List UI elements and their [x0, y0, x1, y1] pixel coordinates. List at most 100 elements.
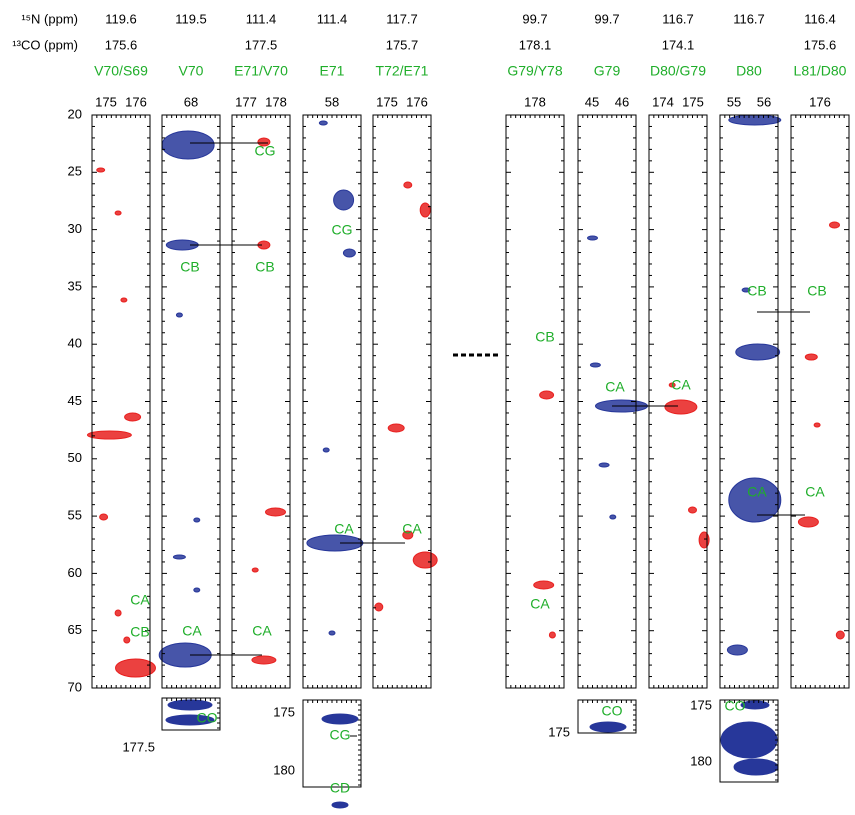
peak-contour [735, 343, 781, 361]
peak-contour [741, 287, 751, 293]
peak-contour [251, 567, 259, 573]
co-shift: 175.6 [105, 37, 138, 52]
strip-label: D80 [736, 63, 762, 79]
strip-label: L81/D80 [794, 63, 847, 79]
peak-contour [587, 235, 598, 241]
peak-contour [726, 644, 748, 656]
x-tick-label: 68 [184, 94, 198, 109]
peak-contour [96, 167, 106, 173]
peak-contour [829, 221, 840, 229]
x-tick-label: 46 [615, 94, 629, 109]
peak-contour [328, 630, 336, 636]
y-tick-label: 40 [68, 336, 82, 351]
peak-label: CG [330, 727, 351, 743]
y-tick-label: 180 [273, 762, 295, 777]
strip-label: T72/E71 [376, 63, 429, 79]
peak-label: CB [747, 283, 766, 299]
peak-contour [720, 721, 778, 759]
y-tick-label: 180 [690, 753, 712, 768]
peak-contour [589, 362, 601, 368]
peak-contour [172, 554, 186, 560]
x-tick-label: 175 [95, 94, 117, 109]
n-shift: 111.4 [317, 11, 348, 26]
y-tick-label: 177.5 [122, 739, 155, 754]
strip-frame [372, 114, 432, 689]
peak-label: CA [805, 484, 825, 500]
peak-contour [797, 516, 819, 528]
peak-label: CA [530, 596, 550, 612]
peak-contour [589, 721, 627, 733]
peak-contour [402, 530, 414, 540]
peak-label: CB [180, 259, 199, 275]
peak-contour [664, 399, 698, 415]
y-tick-label: 50 [68, 450, 82, 465]
x-tick-label: 178 [524, 94, 546, 109]
peak-contour [322, 447, 330, 453]
n-shift: 99.7 [522, 11, 547, 26]
peak-contour [165, 714, 215, 726]
peak-contour [733, 758, 779, 776]
strip-label: E71 [320, 63, 345, 79]
y-tick-label: 55 [68, 508, 82, 523]
peak-label: CA [252, 623, 272, 639]
y-tick-label: 175 [548, 724, 570, 739]
y-tick-label: 35 [68, 278, 82, 293]
peak-contour [342, 248, 356, 258]
peak-label: CB [255, 259, 274, 275]
y-tick-label: 60 [68, 565, 82, 580]
n-shift: 116.7 [662, 11, 694, 26]
strip-label: G79/Y78 [507, 63, 562, 79]
x-tick-label: 174 [652, 94, 674, 109]
strip-label: E71/V70 [234, 63, 288, 79]
n-shift: 99.7 [594, 11, 619, 26]
y-tick-label: 175 [690, 697, 712, 712]
strip-label: V70/S69 [94, 63, 148, 79]
peak-label: CB [807, 283, 826, 299]
peak-contour [257, 137, 271, 147]
peak-label: CO [602, 703, 623, 719]
peak-label: CA [605, 379, 625, 395]
strip-frame [719, 114, 779, 689]
co-shift: 175.6 [804, 37, 837, 52]
peak-contour [419, 202, 431, 218]
peak-contour [115, 658, 156, 678]
x-tick-label: 178 [265, 94, 287, 109]
n-shift: 111.4 [246, 11, 277, 26]
peak-contour [548, 631, 556, 639]
peak-contour [374, 602, 384, 612]
peak-contour [124, 412, 142, 422]
peak-label: CD [330, 780, 350, 796]
co-shift: 177.5 [245, 37, 278, 52]
peak-label: CA [334, 521, 354, 537]
y-tick-label: 30 [68, 221, 82, 236]
peak-contour [193, 587, 201, 593]
peak-label: CO [197, 710, 218, 726]
peak-label: CB [130, 624, 149, 640]
x-tick-label: 58 [325, 94, 339, 109]
strip-frame [790, 114, 850, 689]
peak-contour [331, 801, 349, 809]
peak-contour [175, 312, 183, 318]
peak-contour [740, 700, 770, 710]
x-tick-label: 176 [125, 94, 147, 109]
peak-contour [114, 609, 122, 617]
peak-label: CA [130, 592, 150, 608]
peak-label: CG [332, 222, 353, 238]
peak-contour [412, 551, 438, 569]
n-header: ¹⁵N (ppm) [21, 11, 78, 26]
x-tick-label: 176 [809, 94, 831, 109]
peak-contour [161, 130, 215, 160]
peak-contour [333, 189, 355, 211]
peak-contour [193, 517, 201, 523]
peak-contour [321, 713, 359, 725]
strip-label: V70 [179, 63, 204, 79]
inset-frame [302, 699, 362, 788]
x-tick-label: 45 [585, 94, 599, 109]
peak-contour [120, 297, 128, 303]
strip-label: D80/G79 [650, 63, 706, 79]
peak-contour [698, 531, 710, 549]
peak-contour [387, 423, 405, 433]
x-tick-label: 175 [682, 94, 704, 109]
peak-contour [804, 353, 818, 361]
y-tick-label: 25 [68, 164, 82, 179]
